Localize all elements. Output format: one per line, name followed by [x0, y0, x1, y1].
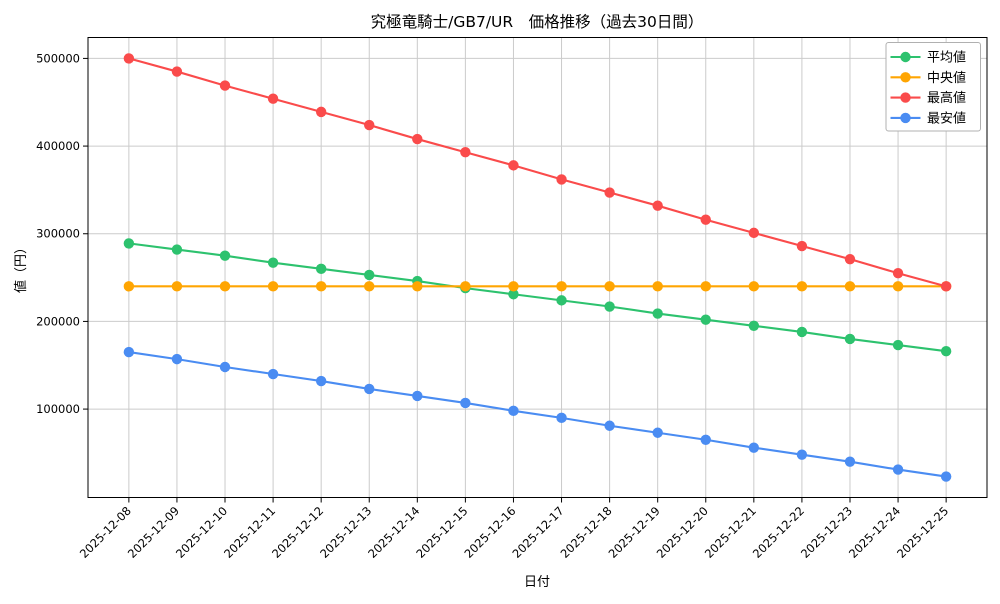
series-line-lowest [127, 351, 948, 478]
y-tick-label: 200000 [36, 314, 80, 328]
axes-spines [87, 37, 988, 498]
legend-marker-dot-median [900, 72, 911, 83]
data-point-lowest [171, 353, 183, 365]
data-point-highest [796, 240, 808, 252]
data-point-lowest [219, 361, 231, 373]
data-point-average [892, 339, 904, 351]
data-point-median [315, 281, 327, 292]
data-point-average [267, 257, 279, 268]
data-point-average [844, 333, 856, 345]
series-line-average [127, 242, 948, 353]
data-point-highest [171, 66, 183, 77]
data-point-highest [700, 214, 711, 225]
data-point-median [652, 281, 663, 292]
data-point-average [171, 244, 183, 255]
series-line-highest [127, 57, 948, 288]
y-tick-label: 100000 [36, 402, 80, 416]
data-point-average [652, 308, 663, 319]
y-tick-label: 400000 [36, 139, 80, 153]
data-point-highest [364, 119, 375, 131]
data-point-highest [508, 160, 519, 171]
data-point-average [700, 314, 711, 325]
data-point-highest [844, 253, 856, 265]
data-point-lowest [123, 346, 135, 358]
data-point-lowest [460, 397, 471, 409]
legend-label-median: 中央値 [927, 70, 966, 86]
data-point-highest [219, 80, 231, 91]
data-point-average [315, 263, 327, 275]
data-point-highest [604, 187, 615, 198]
data-point-highest [892, 267, 904, 279]
data-point-lowest [315, 375, 327, 387]
data-point-median [700, 281, 711, 292]
data-point-lowest [700, 434, 711, 445]
legend-label-average: 平均値 [927, 50, 966, 66]
data-point-median [796, 281, 808, 292]
data-point-highest [556, 174, 567, 185]
data-point-lowest [556, 412, 567, 424]
data-point-lowest [652, 427, 663, 438]
legend-label-highest: 最高値 [927, 90, 966, 106]
legend-marker-dot-average [900, 51, 911, 63]
data-point-lowest [267, 368, 279, 380]
data-point-highest [460, 147, 471, 158]
data-point-median [556, 281, 567, 292]
data-point-average [508, 289, 519, 300]
data-point-median [508, 281, 519, 292]
data-point-average [219, 250, 231, 261]
data-point-median [844, 281, 856, 292]
data-point-highest [940, 281, 952, 292]
legend-box [885, 42, 981, 132]
data-point-median [412, 281, 423, 292]
data-point-average [940, 346, 952, 357]
data-point-lowest [508, 405, 519, 417]
data-point-average [796, 326, 808, 338]
data-point-average [604, 301, 615, 312]
data-point-median [892, 281, 904, 292]
data-point-lowest [844, 456, 856, 467]
chart-title: 究極竜騎士/GB7/UR 価格推移（過去30日間） [371, 13, 704, 31]
data-point-highest [652, 200, 663, 211]
legend-label-lowest: 最安値 [927, 110, 966, 126]
data-point-lowest [940, 471, 952, 482]
data-point-average [364, 269, 375, 281]
data-point-median [219, 281, 231, 292]
data-point-lowest [892, 464, 904, 475]
data-point-highest [267, 93, 279, 104]
legend-marker-dot-lowest [900, 112, 911, 124]
data-point-lowest [796, 449, 808, 460]
data-point-median [123, 281, 135, 292]
data-point-median [460, 281, 471, 292]
y-axis-title: 値（円） [13, 241, 29, 293]
data-point-average [556, 295, 567, 306]
y-tick-label: 300000 [36, 227, 80, 241]
data-point-median [364, 281, 375, 292]
data-point-median [748, 281, 760, 292]
data-point-median [267, 281, 279, 292]
data-point-highest [315, 106, 327, 118]
data-point-lowest [412, 390, 423, 402]
data-point-lowest [364, 383, 375, 395]
y-tick-label: 500000 [36, 51, 80, 65]
legend-marker-dot-highest [900, 92, 911, 103]
data-point-median [604, 281, 615, 292]
data-point-median [171, 281, 183, 292]
data-point-highest [748, 227, 760, 239]
data-point-highest [412, 133, 423, 145]
data-point-lowest [748, 442, 760, 453]
x-axis-title: 日付 [524, 575, 550, 590]
data-point-average [123, 238, 135, 249]
data-point-highest [123, 53, 135, 64]
data-point-lowest [604, 420, 615, 431]
data-point-average [748, 320, 760, 331]
